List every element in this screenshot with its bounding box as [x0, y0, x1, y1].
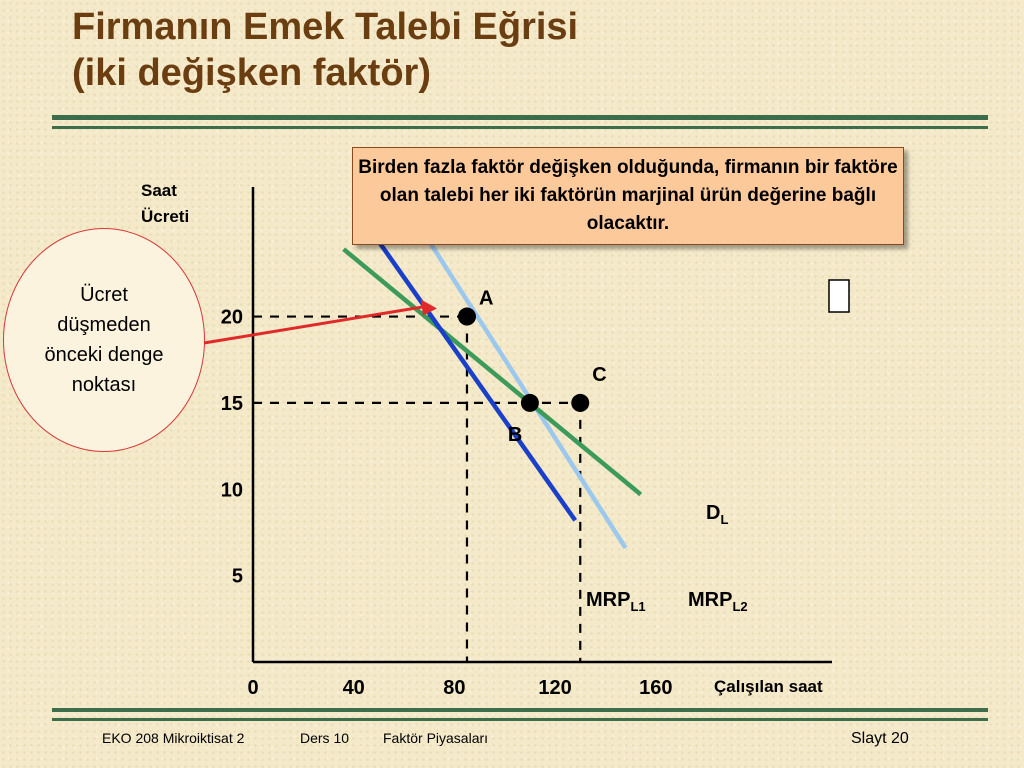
- x-tick-label: 120: [538, 677, 571, 699]
- mrp-l1-label: MRPL1: [586, 589, 646, 614]
- demand-dl-line: [342, 247, 643, 497]
- y-tick-label: 20: [221, 307, 243, 329]
- title-line-1: Firmanın Emek Talebi Eğrisi: [72, 6, 579, 48]
- point-label-c: C: [592, 364, 606, 386]
- y-tick-label: 10: [221, 479, 243, 501]
- footer-topic: Faktör Piyasaları: [383, 730, 489, 746]
- demand-dl-label: DL: [706, 502, 728, 527]
- footer-slide-number: Slayt 20: [851, 730, 909, 747]
- x-tick-label: 40: [343, 677, 365, 699]
- x-tick-label: 80: [443, 677, 465, 699]
- bottom-rule-thin: [52, 718, 988, 721]
- mrp-l2-line: [404, 204, 628, 550]
- mrp-l2-label: MRPL2: [688, 589, 748, 614]
- x-tick-label: 160: [639, 677, 672, 699]
- y-axis-title-line2: Ücreti: [141, 207, 189, 226]
- note-arrow-head: [420, 299, 437, 316]
- top-rule-thick: [52, 115, 988, 120]
- empty-box-icon: [828, 279, 850, 313]
- point-c: [571, 393, 590, 412]
- point-label-b: B: [508, 424, 522, 446]
- callout-box: Birden fazla faktör değişken olduğunda, …: [352, 147, 904, 245]
- point-b: [520, 393, 539, 412]
- title-line-2: (iki değişken faktör): [72, 52, 431, 94]
- y-tick-label: 5: [232, 566, 243, 588]
- bottom-rule-thick: [52, 708, 988, 712]
- top-rule-thin: [52, 126, 988, 129]
- point-label-a: A: [479, 288, 493, 310]
- footer-course: EKO 208 Mikroiktisat 2: [102, 730, 245, 746]
- y-axis-title-line1: Saat: [141, 181, 177, 200]
- mrp-l1-line: [351, 204, 578, 522]
- note-arrow-line: [203, 305, 426, 345]
- y-tick-label: 15: [221, 393, 243, 415]
- footer-lesson: Ders 10: [300, 730, 350, 746]
- slide-title: Firmanın Emek Talebi Eğrisi (iki değişke…: [72, 4, 578, 96]
- note-circle: Ücret düşmeden önceki denge noktası: [3, 228, 205, 452]
- note-circle-text: Ücret düşmeden önceki denge noktası: [44, 284, 164, 396]
- x-tick-label: 0: [247, 677, 258, 699]
- x-axis-title: Çalışılan saat: [714, 677, 823, 696]
- point-a: [457, 307, 476, 326]
